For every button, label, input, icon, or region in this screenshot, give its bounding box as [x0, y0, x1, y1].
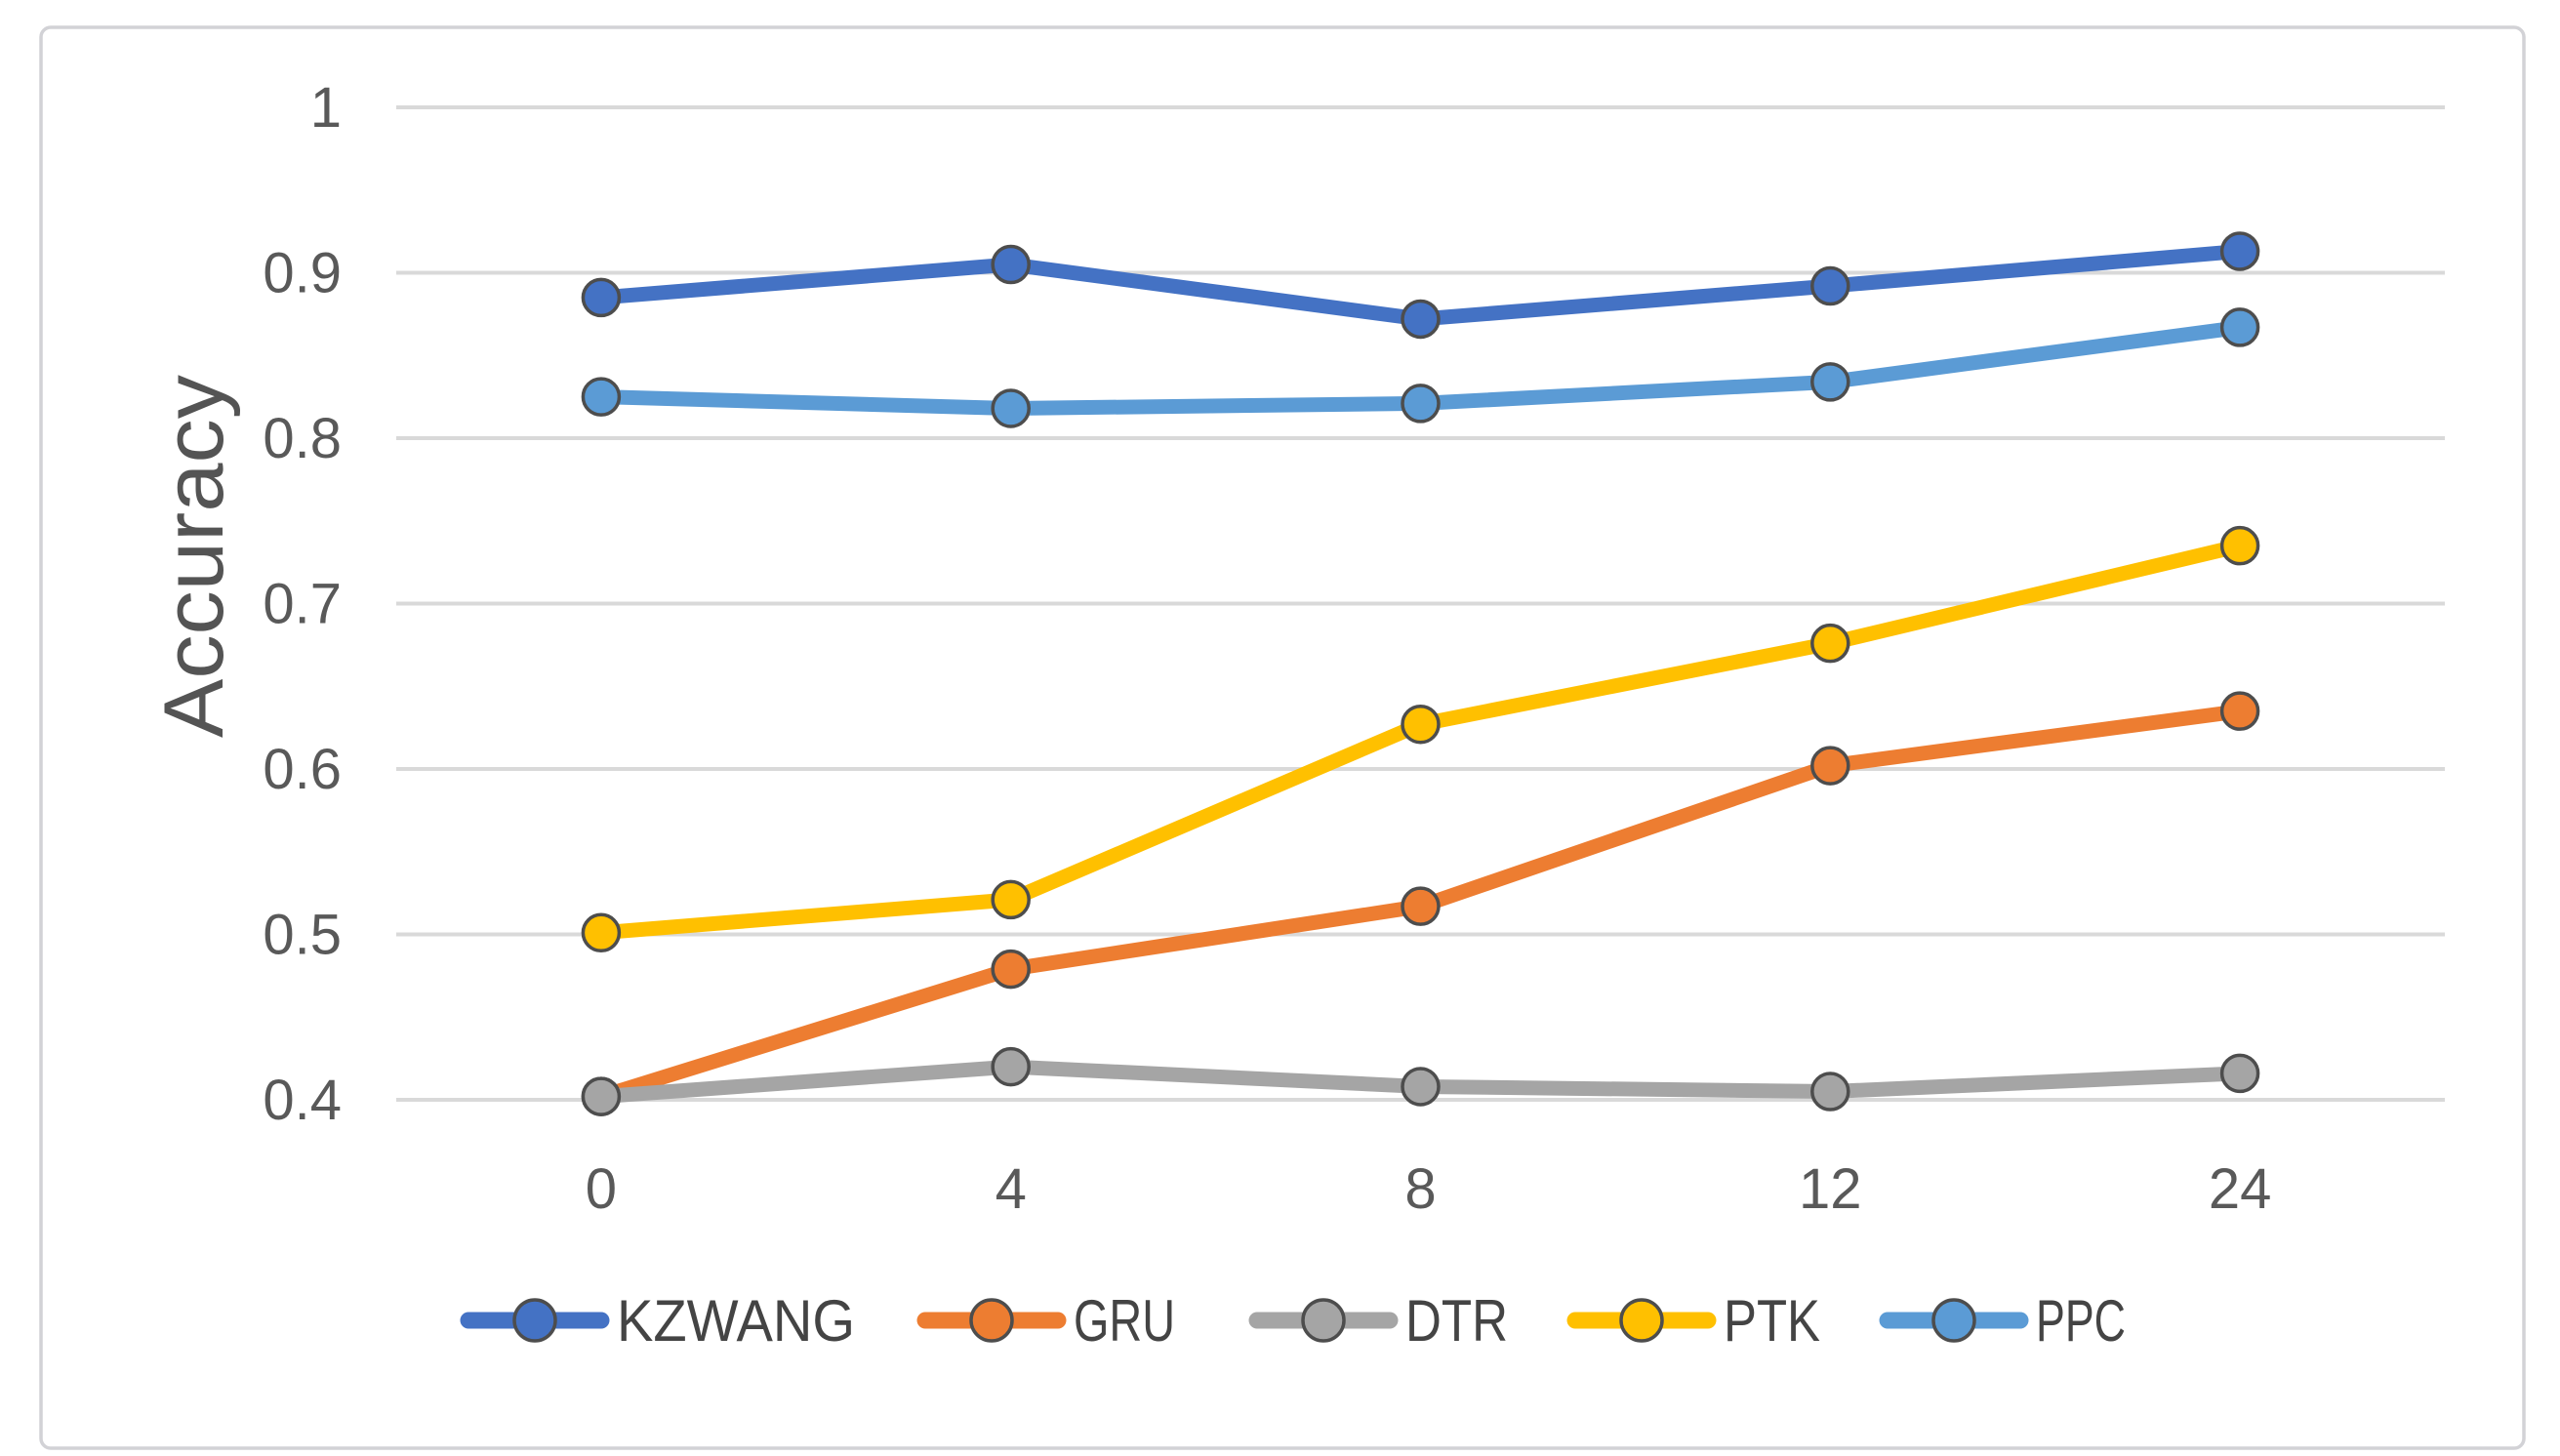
legend-label-KZWANG: KZWANG: [617, 1288, 855, 1354]
y-tick-label: 0.9: [263, 242, 342, 305]
data-point-PPC-24: [2219, 307, 2260, 347]
data-point-PTK-0: [581, 912, 622, 953]
data-point-DTR-4: [991, 1046, 1031, 1087]
y-tick-label: 0.8: [263, 407, 342, 470]
data-point-PPC-0: [581, 377, 622, 417]
legend-marker-DTR: [1301, 1298, 1346, 1343]
data-point-PPC-8: [1401, 384, 1441, 424]
legend-marker-GRU: [969, 1298, 1014, 1343]
y-axis-title: Accuracy: [147, 375, 241, 738]
legend-item-PPC: PPC: [1879, 1288, 2126, 1354]
data-point-GRU-24: [2219, 691, 2260, 731]
y-tick-label: 0.5: [263, 904, 342, 967]
data-point-KZWANG-12: [1810, 265, 1850, 306]
y-tick-label: 0.4: [263, 1069, 342, 1132]
x-tick-label: 8: [1404, 1157, 1436, 1221]
data-point-GRU-12: [1810, 746, 1850, 786]
data-point-DTR-24: [2219, 1053, 2260, 1094]
data-point-DTR-12: [1810, 1072, 1850, 1112]
data-point-PPC-4: [991, 388, 1031, 428]
data-point-PTK-8: [1401, 704, 1441, 745]
legend-item-GRU: GRU: [916, 1288, 1175, 1354]
legend-marker-PPC: [1931, 1298, 1976, 1343]
x-tick-label: 0: [586, 1157, 617, 1221]
x-tick-label: 12: [1799, 1157, 1862, 1221]
legend-label-GRU: GRU: [1074, 1288, 1175, 1354]
data-point-DTR-0: [581, 1076, 622, 1116]
legend-label-PPC: PPC: [2036, 1288, 2126, 1354]
data-point-KZWANG-24: [2219, 231, 2260, 271]
legend-label-PTK: PTK: [1724, 1288, 1820, 1354]
data-point-PPC-12: [1810, 362, 1850, 402]
data-point-PTK-24: [2219, 525, 2260, 566]
y-tick-label: 0.7: [263, 573, 342, 636]
legend-marker-KZWANG: [512, 1298, 557, 1343]
data-point-DTR-8: [1401, 1067, 1441, 1107]
data-point-KZWANG-4: [991, 244, 1031, 285]
legend-item-DTR: DTR: [1248, 1288, 1508, 1354]
data-point-PTK-12: [1810, 623, 1850, 664]
data-point-KZWANG-0: [581, 277, 622, 318]
legend-item-PTK: PTK: [1566, 1288, 1820, 1354]
data-point-GRU-8: [1401, 886, 1441, 926]
data-point-PTK-4: [991, 879, 1031, 920]
y-tick-label: 0.6: [263, 738, 342, 801]
x-tick-label: 4: [996, 1157, 1027, 1221]
legend-marker-PTK: [1619, 1298, 1664, 1343]
data-point-KZWANG-8: [1401, 299, 1441, 340]
y-tick-label: 1: [310, 76, 342, 140]
data-point-GRU-4: [991, 949, 1031, 990]
legend-label-DTR: DTR: [1405, 1288, 1508, 1354]
chart-border: [39, 25, 2526, 1450]
legend-item-KZWANG: KZWANG: [460, 1288, 855, 1354]
x-tick-label: 24: [2209, 1157, 2272, 1221]
